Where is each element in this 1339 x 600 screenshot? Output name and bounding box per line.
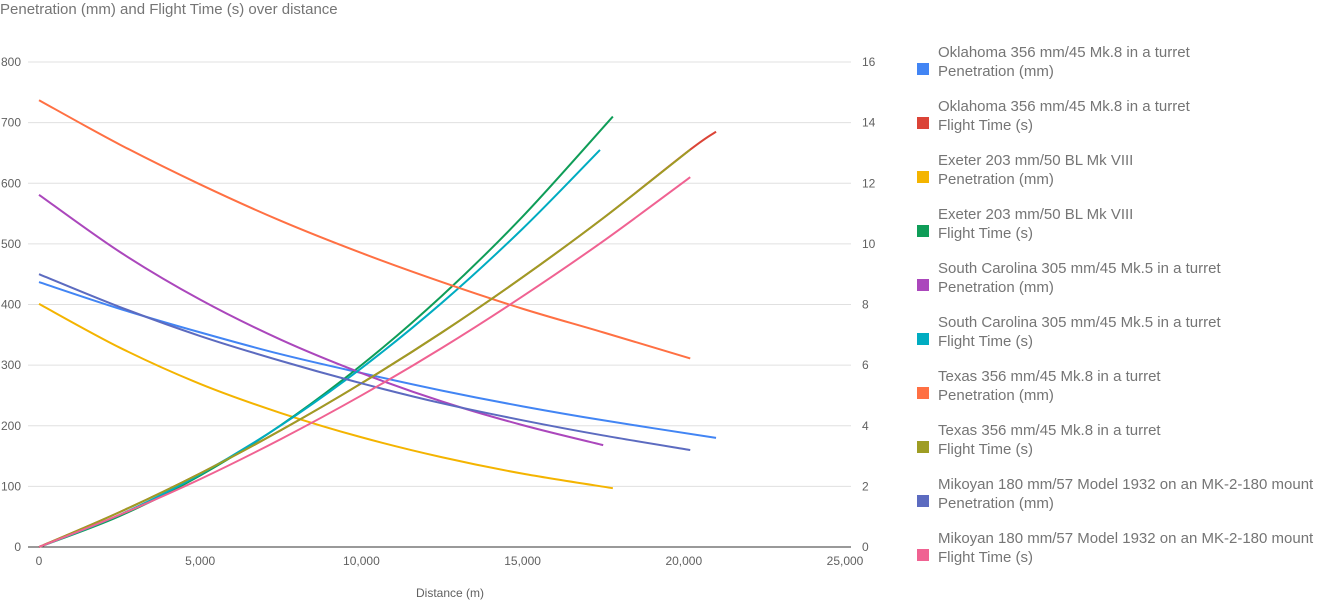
legend-label-metric: Flight Time (s) — [938, 117, 1033, 134]
legend-swatch — [917, 117, 929, 129]
y-left-tick-label: 400 — [1, 298, 21, 312]
legend-swatch — [917, 549, 929, 561]
y-right-tick-label: 0 — [862, 540, 869, 554]
legend-swatch — [917, 441, 929, 453]
legend-label-metric: Flight Time (s) — [938, 225, 1033, 242]
series-line-1 — [38, 130, 717, 548]
legend-label-metric: Penetration (mm) — [938, 171, 1054, 188]
series-line-0 — [38, 281, 717, 439]
series-line-7 — [38, 148, 691, 548]
legend-label-name: South Carolina 305 mm/45 Mk.5 in a turre… — [938, 260, 1221, 277]
legend-label-metric: Penetration (mm) — [938, 63, 1054, 80]
chart-title: Penetration (mm) and Flight Time (s) ove… — [0, 1, 338, 18]
series-line-2 — [38, 303, 614, 490]
y-right-tick-label: 10 — [862, 237, 876, 251]
y-left-tick-label: 200 — [1, 419, 21, 433]
x-tick-label: 5,000 — [185, 554, 215, 568]
x-tick-label: 10,000 — [343, 554, 380, 568]
series-line-9 — [38, 176, 691, 548]
x-tick-label: 15,000 — [504, 554, 541, 568]
series-line-3 — [38, 115, 614, 548]
y-left-tick-label: 800 — [1, 55, 21, 69]
y-right-tick-label: 2 — [862, 479, 869, 493]
series-line-8 — [38, 273, 691, 451]
y-left-tick-label: 600 — [1, 176, 21, 190]
legend-swatch — [917, 387, 929, 399]
y-right-tick-label: 14 — [862, 116, 876, 130]
legend-swatch — [917, 495, 929, 507]
y-right-tick-label: 16 — [862, 55, 876, 69]
x-tick-label: 25,000 — [827, 554, 864, 568]
legend-label-metric: Flight Time (s) — [938, 441, 1033, 458]
legend-label-name: Texas 356 mm/45 Mk.8 in a turret — [938, 368, 1161, 385]
x-axis-label: Distance (m) — [416, 586, 484, 600]
y-left-tick-label: 300 — [1, 358, 21, 372]
y-right-tick-label: 8 — [862, 298, 869, 312]
x-tick-label: 20,000 — [665, 554, 702, 568]
legend-label-name: Texas 356 mm/45 Mk.8 in a turret — [938, 422, 1161, 439]
legend-swatch — [917, 225, 929, 237]
legend-label-name: Exeter 203 mm/50 BL Mk VIII — [938, 206, 1133, 223]
legend-swatch — [917, 171, 929, 183]
legend-label-metric: Penetration (mm) — [938, 279, 1054, 296]
legend-label-name: Mikoyan 180 mm/57 Model 1932 on an MK-2-… — [938, 476, 1314, 493]
y-right-tick-label: 12 — [862, 176, 876, 190]
legend-label-name: Exeter 203 mm/50 BL Mk VIII — [938, 152, 1133, 169]
y-right-tick-label: 4 — [862, 419, 869, 433]
y-left-tick-label: 700 — [1, 116, 21, 130]
legend-swatch — [917, 333, 929, 345]
legend-label-name: Oklahoma 356 mm/45 Mk.8 in a turret — [938, 98, 1191, 115]
series-line-4 — [38, 193, 604, 447]
y-left-tick-label: 100 — [1, 479, 21, 493]
legend-label-metric: Flight Time (s) — [938, 549, 1033, 566]
legend-label-name: South Carolina 305 mm/45 Mk.5 in a turre… — [938, 314, 1221, 331]
x-tick-label: 0 — [36, 554, 43, 568]
legend-swatch — [917, 63, 929, 75]
legend-label-metric: Penetration (mm) — [938, 495, 1054, 512]
legend-label-metric: Penetration (mm) — [938, 387, 1054, 404]
series-line-6 — [38, 99, 691, 360]
legend-label-metric: Flight Time (s) — [938, 333, 1033, 350]
legend-label-name: Mikoyan 180 mm/57 Model 1932 on an MK-2-… — [938, 530, 1314, 547]
legend-swatch — [917, 279, 929, 291]
legend-label-name: Oklahoma 356 mm/45 Mk.8 in a turret — [938, 44, 1191, 61]
y-right-tick-label: 6 — [862, 358, 869, 372]
y-left-tick-label: 0 — [14, 540, 21, 554]
y-left-tick-label: 500 — [1, 237, 21, 251]
